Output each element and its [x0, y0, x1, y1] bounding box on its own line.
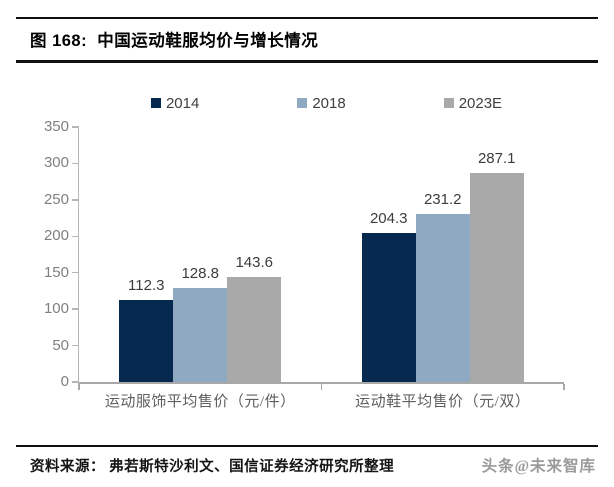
legend-label: 2014 [165, 94, 200, 112]
y-axis-tick [72, 126, 79, 128]
legend-label: 2023E [458, 94, 503, 112]
bar-2018-group2 [415, 213, 470, 382]
y-axis-tick [72, 271, 79, 274]
legend-label: 2018 [312, 94, 346, 112]
title-divider [16, 60, 598, 63]
bar-2023E-group2 [469, 172, 524, 382]
footer-divider [16, 445, 598, 447]
y-axis-tick-label: 150 [43, 263, 69, 281]
y-axis-tick-label: 100 [43, 300, 69, 318]
y-axis-tick-label: 250 [43, 190, 69, 208]
x-axis-tick [78, 384, 80, 390]
bar-value-label: 287.1 [477, 149, 516, 167]
y-axis-tick [72, 162, 79, 165]
y-axis-tick [72, 308, 79, 310]
legend-swatch-icon [443, 98, 454, 108]
legend-swatch-icon [297, 98, 308, 108]
x-axis-tick [563, 384, 565, 390]
plot-area: 0 50 100 150 200 250 300 350 112.3 128.8 143.6 运动服饰… [44, 119, 565, 410]
bar-2014-group1 [119, 300, 174, 382]
y-axis-tick-label: 0 [60, 373, 69, 390]
x-axis-tick [320, 384, 323, 390]
y-axis-tick-label: 300 [43, 154, 69, 172]
bar-value-label: 143.6 [235, 254, 274, 272]
y-axis-tick [72, 381, 79, 383]
watermark-text: 头条@未来智库 [481, 458, 596, 475]
legend-swatch-icon [150, 98, 161, 108]
legend-item-2023E: 2023E [443, 94, 503, 112]
bar-value-label: 112.3 [128, 277, 165, 295]
source-text: 资料来源： 弗若斯特沙利文、国信证券经济研究所整理 [30, 459, 395, 475]
x-axis-category-label: 运动服饰平均售价（元/件） [104, 394, 296, 410]
bar-value-label: 128.8 [181, 265, 220, 283]
figure-title: 图 168: 中国运动鞋服均价与增长情况 [30, 32, 319, 50]
y-axis-tick-label: 50 [52, 336, 69, 354]
legend-item-2018: 2018 [297, 94, 346, 112]
top-divider [16, 17, 598, 19]
y-axis-tick [72, 344, 79, 347]
bar-2014-group2 [361, 233, 416, 382]
x-axis-category-label: 运动鞋平均售价（元/双） [355, 394, 531, 410]
chart-legend: 2014 2018 2023E [84, 94, 569, 112]
y-axis-tick-label: 200 [43, 227, 69, 245]
y-axis-tick-label: 350 [43, 118, 69, 135]
bar-2023E-group1 [227, 277, 282, 382]
y-axis-tick [72, 235, 79, 238]
bar-2018-group1 [173, 288, 228, 382]
y-axis-tick [72, 199, 79, 201]
bar-value-label: 231.2 [423, 190, 462, 208]
bar-value-label: 204.3 [369, 210, 408, 228]
legend-item-2014: 2014 [150, 94, 200, 112]
